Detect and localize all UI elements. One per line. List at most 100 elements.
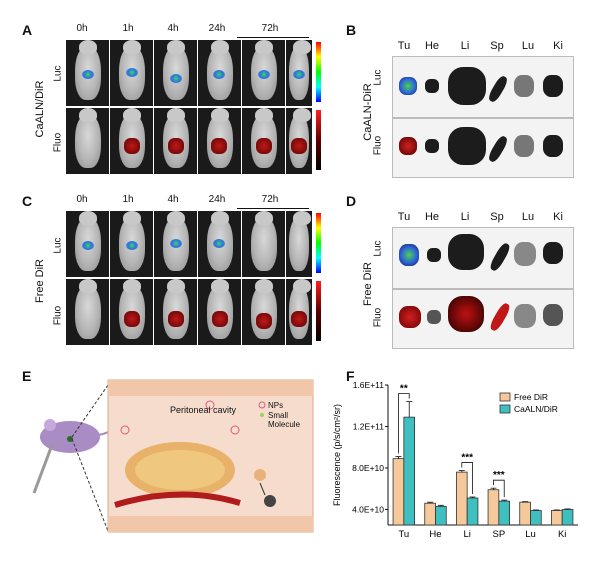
organ-label: Ki	[553, 40, 563, 52]
timepoint-label: 0h	[76, 194, 88, 205]
organ-label: Sp	[490, 211, 504, 223]
y-tick-label: 1.2E+11	[353, 421, 385, 431]
legend-nps: NPs	[268, 401, 283, 410]
image-cell	[66, 40, 109, 106]
image-cell	[242, 40, 285, 106]
organ-label: Sp	[490, 40, 504, 52]
image-cell	[242, 279, 285, 345]
timepoint-label: 4h	[167, 23, 179, 34]
cavity-label: Peritoneal cavity	[170, 405, 237, 415]
image-cell	[198, 108, 241, 174]
colorbar	[316, 42, 321, 102]
image-cell	[154, 40, 197, 106]
mouse-illustration	[32, 419, 117, 494]
organ-label: Li	[460, 40, 470, 52]
image-cell	[286, 279, 312, 345]
panel-label-b: B	[346, 22, 357, 38]
bar	[487, 489, 500, 526]
x-tick-label: Ki	[558, 529, 566, 540]
timepoint-label: 72h	[261, 194, 279, 205]
timepoint-label: 24h	[208, 23, 226, 34]
row-label-luc: Luc	[372, 240, 384, 257]
schematic-peritoneal: Peritoneal cavity NPs Small Molecule	[32, 379, 314, 533]
legend-swatch	[499, 404, 511, 414]
organ-label: Tu	[397, 40, 411, 52]
image-cell	[198, 279, 241, 345]
organ-label: He	[424, 211, 440, 223]
significance-bracket	[398, 393, 410, 454]
bar	[466, 497, 479, 526]
bar	[403, 416, 416, 526]
bar	[519, 501, 531, 526]
legend-molecule: Molecule	[268, 420, 301, 429]
organ-label: Ki	[553, 211, 563, 223]
panel-label-f: F	[346, 368, 355, 384]
organ-label: Lu	[521, 40, 535, 52]
organ-label: Li	[460, 211, 470, 223]
significance-label: ***	[461, 453, 473, 464]
legend-swatch	[499, 392, 511, 402]
panel-label-e: E	[22, 368, 32, 384]
y-axis-label: Fluorescence (p/s/cm²/sr)	[332, 404, 342, 506]
organ-label: He	[424, 40, 440, 52]
bar	[392, 458, 405, 526]
image-cell	[242, 211, 285, 277]
image-cell	[154, 279, 197, 345]
colorbar	[316, 213, 321, 273]
bar	[550, 510, 563, 526]
row-label-fluo: Fluo	[52, 305, 64, 326]
y-tick-label: 8.0E+10	[352, 463, 384, 473]
legend-label: CaALN/DiR	[514, 404, 558, 414]
row-label-fluo: Fluo	[372, 307, 384, 328]
group-label-c: Free DiR	[34, 259, 46, 304]
image-cell	[110, 279, 153, 345]
timepoint-label: 0h	[76, 23, 88, 34]
image-cell	[198, 211, 241, 277]
bar	[424, 502, 436, 526]
significance-label: **	[400, 384, 408, 395]
image-cell	[66, 108, 109, 174]
timepoint-underline	[237, 208, 309, 209]
organ-image-luc	[392, 227, 574, 289]
image-cell	[154, 108, 197, 174]
timepoint-label: 72h	[261, 23, 279, 34]
y-tick-label: 1.6E+11	[353, 380, 385, 390]
image-cell	[154, 211, 197, 277]
legend-label: Free DiR	[514, 392, 548, 402]
image-cell	[66, 279, 109, 345]
row-label-fluo: Fluo	[372, 135, 384, 156]
y-tick-label: 4.0E+10	[352, 504, 384, 514]
panel-label-a: A	[22, 22, 33, 38]
panel-label-c: C	[22, 193, 33, 209]
bar	[530, 510, 542, 526]
timepoint-label: 1h	[122, 23, 134, 34]
timepoint-underline	[237, 37, 309, 38]
timepoint-label: 1h	[122, 194, 134, 205]
image-cell	[286, 40, 312, 106]
bar	[456, 471, 468, 526]
bar	[561, 509, 574, 526]
timepoint-label: 24h	[208, 194, 226, 205]
bar	[498, 500, 510, 526]
image-cell	[286, 211, 312, 277]
group-label-a: CaALN/DiR	[34, 80, 46, 138]
x-tick-label: Lu	[525, 529, 536, 540]
bar-chart: 4.0E+10 8.0E+10 1.2E+11 1.6E+11 Fluorescence…	[332, 380, 578, 540]
colorbar	[316, 281, 321, 341]
bar	[435, 505, 447, 526]
x-tick-label: He	[429, 529, 441, 540]
image-cell	[110, 40, 153, 106]
image-cell	[110, 108, 153, 174]
significance-label: ***	[493, 470, 505, 481]
row-label-luc: Luc	[372, 69, 384, 86]
organ-image-fluo	[392, 118, 574, 178]
row-label-luc: Luc	[52, 65, 64, 82]
row-label-luc: Luc	[52, 237, 64, 254]
organ-label: Tu	[397, 211, 411, 223]
colorbar	[316, 110, 321, 170]
image-cell	[198, 40, 241, 106]
panel-label-d: D	[346, 193, 357, 209]
x-tick-label: Li	[463, 529, 470, 540]
row-label-fluo: Fluo	[52, 132, 64, 153]
organ-image-luc	[392, 56, 574, 118]
